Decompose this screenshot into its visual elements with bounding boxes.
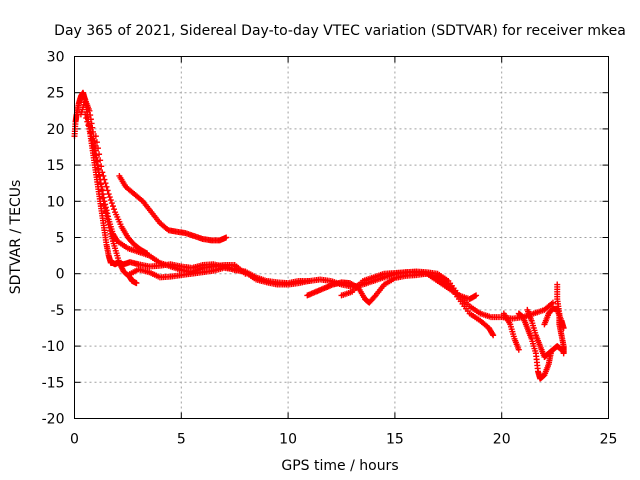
y-tick-label: 25 [47, 86, 65, 102]
data-point [104, 210, 111, 217]
series-arc-2 [77, 96, 140, 287]
grid [74, 56, 609, 419]
data-point [105, 191, 112, 198]
data-point [83, 115, 90, 122]
data-points [71, 89, 567, 382]
x-tick-label: 20 [493, 432, 511, 448]
y-tick-label: -10 [42, 339, 65, 355]
data-point [89, 124, 96, 131]
data-point [91, 147, 98, 154]
data-point [103, 207, 110, 214]
x-axis-title: GPS time / hours [281, 458, 398, 474]
y-tick-label: 5 [56, 231, 65, 247]
series-arc-10 [515, 310, 554, 382]
data-point [133, 280, 140, 287]
series-arc-8 [338, 269, 480, 303]
data-point [92, 133, 99, 140]
y-tick-label: 15 [47, 158, 65, 174]
data-point [94, 145, 101, 152]
x-tick-label: 0 [70, 432, 79, 448]
data-point [111, 206, 118, 213]
data-point [90, 140, 97, 147]
data-point [515, 346, 522, 353]
x-tick-label: 5 [177, 432, 186, 448]
series-arc-4 [92, 133, 151, 257]
data-point [86, 125, 93, 132]
data-point [89, 136, 96, 143]
data-point [93, 158, 100, 165]
data-point [102, 180, 109, 187]
y-tick-label: -20 [42, 412, 65, 428]
data-point [96, 151, 103, 158]
data-point [560, 350, 567, 357]
data-point [102, 204, 109, 211]
x-tick-label: 10 [279, 432, 297, 448]
data-point [87, 129, 94, 136]
data-point [90, 144, 97, 150]
data-point [108, 200, 115, 207]
data-point [99, 191, 106, 198]
data-point [109, 203, 116, 210]
data-point [87, 116, 94, 123]
data-point [103, 183, 110, 190]
data-point [101, 176, 108, 183]
series-arc-5 [116, 172, 230, 244]
data-point [86, 107, 93, 114]
plot-frame [74, 56, 609, 419]
data-point [100, 172, 107, 179]
data-point [106, 194, 113, 201]
data-point [473, 292, 480, 299]
series-arc-9 [500, 310, 522, 353]
data-point [94, 162, 101, 169]
data-point [93, 139, 100, 146]
data-point [107, 197, 114, 204]
y-tick-label: -15 [42, 375, 65, 391]
data-point [306, 277, 313, 284]
data-point [85, 122, 92, 129]
data-point [88, 120, 95, 127]
data-point [94, 165, 101, 172]
data-point [82, 111, 89, 118]
y-tick-label: -5 [51, 303, 65, 319]
data-point [101, 198, 108, 205]
data-point [144, 250, 151, 257]
y-tick-label: 10 [47, 194, 65, 210]
series-arc-6 [124, 264, 313, 288]
x-tick-label: 25 [600, 432, 618, 448]
series-arc-13 [554, 281, 567, 357]
data-point [99, 169, 106, 176]
data-point [490, 332, 497, 339]
data-point [223, 234, 230, 241]
data-point [92, 154, 99, 161]
y-tick-label: 30 [47, 50, 65, 66]
data-point [104, 187, 111, 194]
data-point [97, 157, 104, 164]
data-point [104, 213, 111, 220]
x-tick-label: 15 [386, 432, 404, 448]
data-point [100, 194, 107, 201]
chart-title: Day 365 of 2021, Sidereal Day-to-day VTE… [54, 23, 626, 39]
data-point [99, 187, 106, 194]
y-axis-title: SDTVAR / TECUs [8, 180, 24, 295]
axis-ticks: 0 5 10 15 20 25 -20 -15 -10 -5 0 5 10 15 20 25 30 [42, 50, 618, 448]
data-point [489, 331, 496, 338]
data-point [84, 118, 91, 125]
data-point [98, 163, 105, 170]
data-point [549, 299, 556, 306]
y-tick-label: 20 [47, 122, 65, 138]
data-point [102, 201, 109, 208]
data-point [371, 293, 378, 300]
y-tick-label: 0 [56, 267, 65, 283]
